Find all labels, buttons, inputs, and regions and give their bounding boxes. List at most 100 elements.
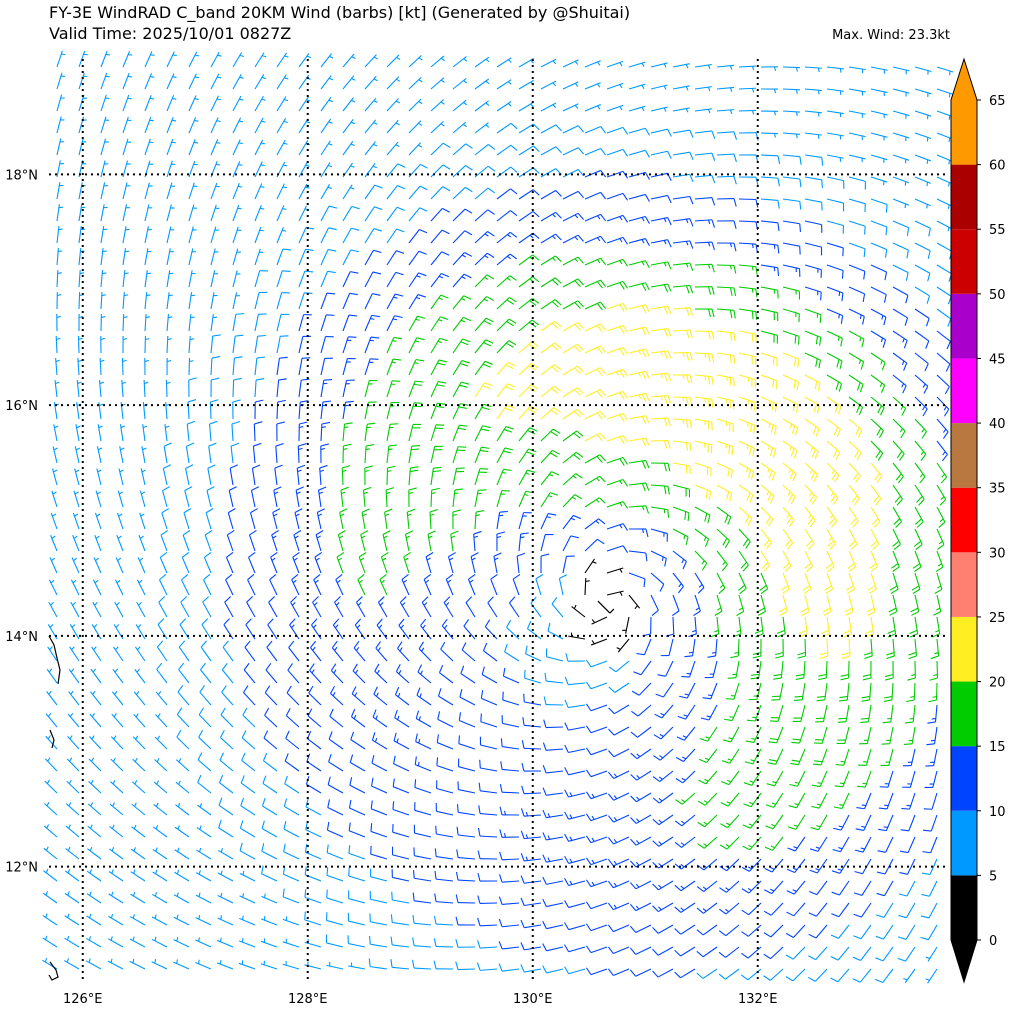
wind-barb [447, 552, 456, 574]
wind-barb [452, 360, 470, 376]
wind-barb [650, 484, 670, 495]
wind-barb [56, 248, 63, 266]
wind-barb [337, 530, 346, 552]
wind-barb [843, 616, 853, 638]
wind-barb [848, 110, 866, 118]
colorbar-segment [951, 810, 977, 876]
wind-barb [254, 161, 265, 178]
wind-barb [922, 836, 938, 854]
wind-barb [540, 492, 559, 508]
wind-barb [223, 618, 234, 640]
wind-barb [892, 418, 906, 439]
wind-barb [382, 530, 391, 552]
wind-barb [738, 198, 759, 208]
wind-barb [671, 594, 680, 617]
wind-barb [144, 248, 152, 266]
wind-barb [335, 573, 344, 596]
wind-barb [914, 462, 926, 484]
wind-barb [479, 759, 498, 772]
wind-barb [91, 624, 102, 640]
wind-barb [903, 968, 916, 984]
wind-barb [43, 846, 58, 860]
wind-barb [434, 870, 454, 882]
wind-barb [584, 279, 607, 289]
wind-barb [175, 758, 190, 772]
wind-barb [430, 316, 449, 332]
wind-barb [738, 176, 759, 186]
wind-barb [542, 764, 564, 774]
wind-barb [56, 313, 61, 332]
wind-barb [175, 802, 190, 816]
wind-barb [298, 270, 314, 288]
wind-barb [765, 814, 784, 830]
wind-barb [379, 573, 388, 596]
wind-barb [348, 867, 366, 882]
wind-barb [474, 56, 490, 68]
wind-barb [892, 462, 904, 484]
wind-barb [92, 579, 102, 596]
wind-barb [78, 50, 88, 68]
wind-barb [408, 358, 425, 376]
wind-barb [564, 833, 586, 842]
wind-barb [652, 770, 674, 783]
wind-barb [490, 573, 498, 596]
wind-barb [782, 462, 797, 482]
wind-barb [342, 400, 354, 420]
wind-barb [433, 938, 454, 948]
wind-barb [46, 668, 58, 684]
wind-barb [562, 278, 584, 288]
wind-barb [144, 357, 149, 376]
wind-barb [520, 942, 542, 951]
wind-barb [628, 83, 646, 90]
wind-barb [804, 264, 822, 278]
wind-barb [875, 946, 894, 962]
wind-barb [262, 775, 278, 794]
wind-barb [430, 120, 445, 134]
wind-barb [760, 330, 778, 344]
wind-barb [232, 117, 244, 134]
wind-barb [607, 814, 630, 823]
wind-barb [386, 444, 398, 464]
wind-barb [122, 51, 133, 68]
wind-barb [474, 144, 496, 156]
wind-barb [721, 770, 740, 786]
wind-barb [187, 399, 197, 420]
wind-barb [525, 645, 542, 662]
wind-barb [628, 238, 650, 247]
wind-barb [166, 270, 174, 288]
wind-barb [694, 484, 712, 500]
colorbar-tick-label: 15 [989, 740, 1006, 755]
wind-barb [195, 870, 212, 882]
wind-barb [107, 958, 124, 970]
wind-barb [826, 176, 845, 189]
wind-barb [719, 880, 740, 893]
wind-barb [392, 801, 410, 816]
wind-barb [94, 512, 102, 530]
wind-barb [562, 514, 582, 530]
wind-barb [722, 726, 740, 743]
wind-barb [694, 418, 713, 431]
wind-barb [740, 968, 762, 981]
wind-barb [364, 249, 382, 266]
wind-barb [804, 462, 819, 482]
wind-barb [364, 206, 383, 222]
wind-barb [142, 424, 148, 442]
wind-barb [628, 594, 641, 610]
wind-barb [188, 314, 195, 332]
wind-barb [276, 205, 287, 222]
wind-barb [156, 640, 168, 662]
wind-barb [254, 334, 266, 354]
wind-barb [794, 682, 806, 702]
wind-barb [340, 486, 349, 508]
wind-barb [564, 922, 586, 931]
wind-barb [880, 748, 894, 767]
wind-barb [672, 572, 684, 594]
wind-barb [271, 529, 279, 552]
wind-barb [914, 308, 930, 327]
wind-barb [760, 242, 780, 254]
wind-barb [748, 682, 762, 701]
wind-barb [760, 88, 779, 94]
wind-barb [804, 286, 822, 301]
wind-barb [914, 484, 925, 506]
wind-barb [474, 489, 487, 508]
